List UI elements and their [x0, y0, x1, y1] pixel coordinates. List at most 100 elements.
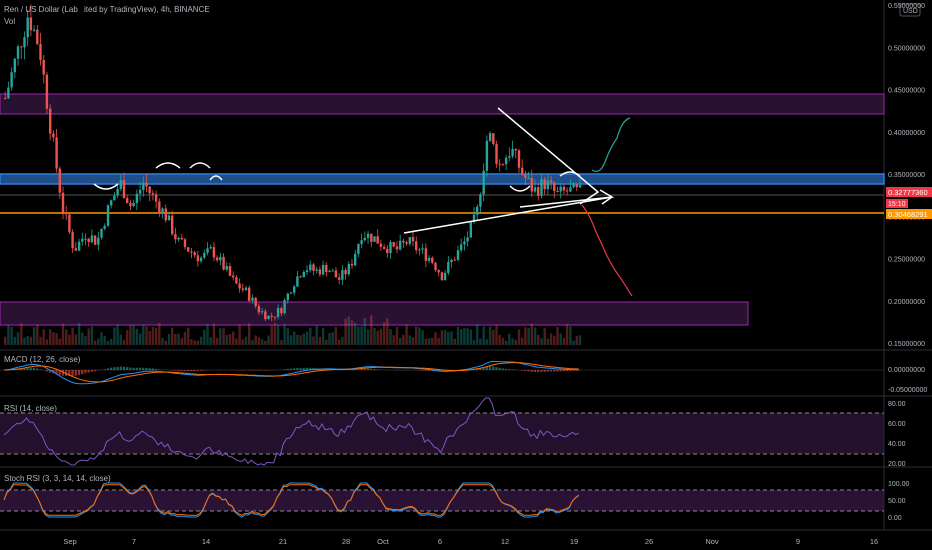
volume-bar [296, 334, 299, 345]
candle-body [370, 233, 373, 242]
macd-histogram-bar [203, 370, 206, 371]
price-tick: 0.20000000 [888, 299, 925, 306]
stoch-label: Stoch RSI (3, 3, 14, 14, close) [4, 474, 111, 483]
time-tick: 9 [796, 537, 800, 546]
currency-badge[interactable] [899, 3, 921, 17]
candle-body [431, 257, 434, 263]
volume-bar [267, 335, 270, 345]
volume-bar [13, 336, 16, 345]
macd-histogram-bar [71, 370, 74, 376]
volume-bar [293, 331, 296, 345]
volume-bar [405, 324, 408, 345]
volume-bar [549, 333, 553, 345]
volume-bar [97, 338, 100, 345]
macd-histogram-bar [65, 370, 68, 376]
time-tick: 26 [645, 537, 653, 546]
candle-body [569, 187, 572, 192]
resistance-zone-purple[interactable] [0, 93, 885, 115]
candle-body [10, 72, 13, 88]
macd-histogram-bar [158, 369, 161, 370]
candle-body [357, 244, 360, 254]
bearish-projection-path[interactable] [581, 204, 633, 297]
rsi-path [3, 397, 579, 466]
volume-bar [504, 340, 508, 345]
macd-histogram-bar [572, 370, 575, 371]
time-tick: Oct [377, 537, 390, 546]
volume-bar [463, 328, 466, 345]
candle-body [540, 179, 543, 196]
candle-body [286, 293, 289, 301]
arc-marker [93, 183, 119, 190]
candle-body [466, 237, 469, 242]
stoch-band [0, 490, 884, 511]
rsi-tick: 80.00 [888, 401, 906, 408]
candle-body [77, 241, 81, 251]
candle-body [142, 182, 145, 190]
candle-body [20, 46, 23, 48]
volume-bar [264, 340, 267, 345]
volume-bar [190, 339, 193, 345]
candle-body [399, 240, 402, 250]
volume-bar [174, 333, 177, 345]
arrow-right-icon[interactable] [519, 189, 615, 208]
macd-label: MACD (12, 26, close) [4, 355, 81, 364]
volume-bar [254, 335, 257, 345]
triangle-lower-line[interactable] [403, 196, 613, 234]
volume-bar [283, 323, 286, 345]
candle-body [289, 292, 293, 294]
volume-bar [177, 333, 180, 345]
candle-body [360, 240, 363, 244]
rsi-label: RSI (14, close) [4, 404, 57, 413]
volume-bar [106, 341, 110, 345]
candle-body [187, 247, 190, 252]
candle-body [530, 177, 533, 192]
candle-body [244, 287, 248, 290]
volume-bar [55, 333, 58, 345]
time-axis[interactable]: Sep 7 14 21 28 Oct 6 12 19 26 Nov 9 16 [63, 537, 878, 546]
volume-bar [309, 327, 312, 345]
resistance-zone-blue[interactable] [0, 173, 885, 185]
macd-histogram-bar [154, 368, 158, 370]
volume-bar [305, 331, 309, 345]
macd-histogram-bar [81, 370, 84, 375]
macd-histogram-bar [199, 370, 203, 371]
macd-histogram-bar [565, 370, 569, 372]
time-tick: 6 [438, 537, 442, 546]
candle-body [299, 276, 302, 278]
volume-bar [138, 333, 142, 345]
macd-histogram-bar [360, 369, 363, 370]
candle-body [264, 311, 267, 320]
volume-bar [572, 340, 575, 345]
price-tick: 0.55000000 [888, 3, 925, 10]
macd-histogram-bar [482, 367, 485, 370]
macd-histogram-bar [77, 370, 81, 375]
candle-body [411, 237, 415, 242]
candle-body [103, 225, 106, 229]
volume-bar [100, 332, 103, 345]
volume-bar [61, 323, 65, 345]
volume-bar [321, 327, 325, 345]
volume-bar [553, 335, 556, 345]
volume-bar [119, 334, 122, 345]
volume-bar [289, 335, 293, 345]
rsi-tick: 60.00 [888, 421, 906, 428]
candle-body [511, 149, 514, 157]
volume-bar [23, 337, 26, 345]
time-tick: 12 [501, 537, 509, 546]
bullish-projection-path[interactable] [591, 117, 631, 172]
price-tick: 0.45000000 [888, 88, 925, 95]
macd-tick: 0.00000000 [888, 367, 925, 374]
candle-body [463, 241, 466, 245]
macd-histogram-bar [546, 370, 549, 372]
stoch-tick: 100.00 [888, 481, 910, 488]
volume-bar [110, 339, 113, 345]
countdown-value: 15:10 [888, 201, 906, 208]
volume-bar [154, 328, 158, 345]
volume-bar [556, 327, 559, 345]
macd-histogram-bar [241, 370, 244, 371]
macd-histogram-bar [283, 369, 286, 370]
volume-bar [196, 340, 200, 345]
support-zone-purple[interactable] [0, 301, 749, 326]
macd-histogram-bar [254, 370, 257, 371]
